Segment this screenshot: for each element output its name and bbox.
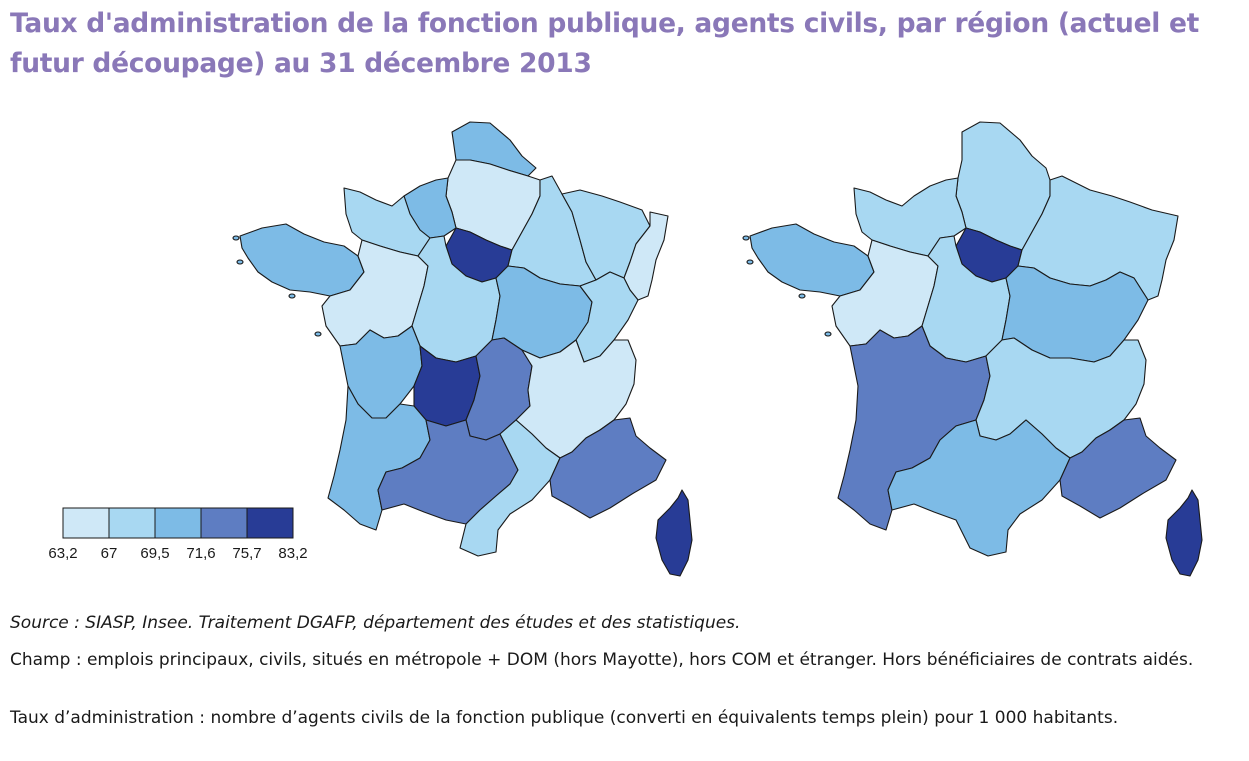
- island-4: [314, 331, 322, 337]
- legend-swatch-1: [62, 507, 110, 539]
- island-2: [236, 259, 244, 265]
- legend-tick-4: 71,6: [186, 545, 215, 562]
- island-1: [742, 235, 750, 241]
- region-bretagne: Bretagne: [749, 223, 875, 297]
- legend-tick-6: 83,2: [278, 545, 307, 562]
- region-franche-comte: Franche-Comté: [575, 271, 639, 363]
- definition-note: Taux d’administration : nombre d’agents …: [10, 708, 1119, 728]
- region-provence-alpes-cote-d-azur: Provence-Alpes-Côte d'Azur: [1059, 417, 1177, 519]
- maps-container: Nord-Pas-de-CalaisPicardieHaute-Normandi…: [48, 121, 1203, 577]
- legend-tick-5: 75,7: [232, 545, 261, 562]
- region-provence-alpes-cote-d-azur: Provence-Alpes-Côte d'Azur: [549, 417, 667, 519]
- chart-title: Taux d'administration de la fonction pub…: [10, 8, 1199, 79]
- island-2: [746, 259, 754, 265]
- legend: 63,2 67 69,5 71,6 75,7 83,2: [48, 507, 308, 562]
- region-corse: Corse: [655, 489, 693, 577]
- source-note: Source : SIASP, Insee. Traitement DGAFP,…: [10, 613, 741, 633]
- legend-swatch-2: [108, 507, 156, 539]
- region-languedoc-roussillon-midi-pyrenees: Languedoc-Roussillon-Midi-Pyrénées: [887, 419, 1071, 557]
- island-4: [824, 331, 832, 337]
- legend-swatch-3: [154, 507, 202, 539]
- island-3: [798, 293, 806, 299]
- island-3: [288, 293, 296, 299]
- region-bretagne: Bretagne: [239, 223, 365, 297]
- choropleth-maps: Nord-Pas-de-CalaisPicardieHaute-Normandi…: [48, 121, 1203, 577]
- region-languedoc-roussillon: Languedoc-Roussillon: [459, 419, 561, 557]
- map-actuel: Nord-Pas-de-CalaisPicardieHaute-Normandi…: [232, 121, 693, 577]
- champ-note: Champ : emplois principaux, civils, situ…: [10, 650, 1194, 670]
- legend-tick-1: 63,2: [48, 545, 77, 562]
- region-corse: Corse: [1165, 489, 1203, 577]
- legend-tick-2: 67: [101, 545, 118, 562]
- legend-swatch-5: [246, 507, 294, 539]
- map-futur: Nord-Pas-de-Calais-PicardieNormandieÎle-…: [742, 121, 1203, 577]
- legend-tick-3: 69,5: [140, 545, 169, 562]
- island-1: [232, 235, 240, 241]
- legend-swatch-4: [200, 507, 248, 539]
